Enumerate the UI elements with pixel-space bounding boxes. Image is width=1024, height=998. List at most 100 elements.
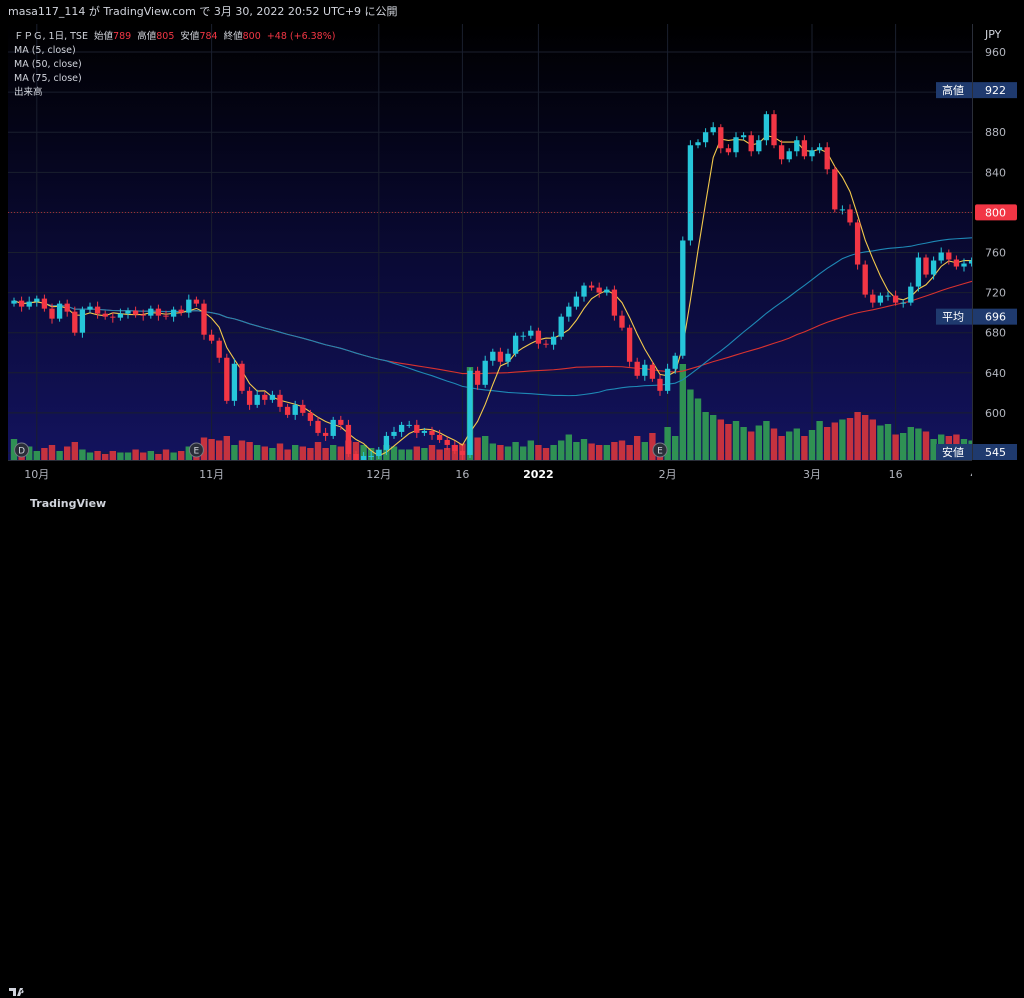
volume-bar xyxy=(687,389,694,460)
price-pane[interactable]: D E E 高値 平均 安値 xyxy=(8,24,972,460)
candle-body xyxy=(733,137,739,153)
candle-body xyxy=(847,209,853,223)
candle-body xyxy=(262,394,268,400)
volume-bar xyxy=(489,443,496,460)
attribution-text: masa117_114 が TradingView.com で 3月 30, 2… xyxy=(8,5,398,18)
candle-body xyxy=(923,257,929,275)
volume-bar xyxy=(41,448,48,460)
volume-bar xyxy=(64,446,71,460)
volume-bar xyxy=(48,445,56,460)
volume-bar xyxy=(877,425,884,460)
candle-body xyxy=(18,300,25,307)
event-label: E xyxy=(657,447,663,457)
volume-bar xyxy=(398,449,405,460)
candle-body xyxy=(300,404,306,413)
volume-bar xyxy=(884,424,892,460)
legend-ma75[interactable]: MA (75, close) xyxy=(14,73,82,84)
candle-body xyxy=(155,308,162,316)
candle-body xyxy=(809,150,815,157)
candle-body xyxy=(292,404,298,415)
symbol-label[interactable]: ＦＰＧ, 1日, TSE xyxy=(14,31,88,42)
price-label-value: 545 xyxy=(985,446,1006,459)
legend-volume[interactable]: 出来高 xyxy=(14,87,43,98)
volume-bar xyxy=(808,430,816,460)
volume-bar xyxy=(162,449,170,460)
candle-body xyxy=(269,394,276,400)
event-label: E xyxy=(194,447,200,457)
volume-bar xyxy=(596,445,603,460)
volume-bar xyxy=(634,436,641,460)
volume-bar xyxy=(520,446,527,460)
candle-body xyxy=(117,313,124,318)
price-axis-svg: JPY5606006406807207608408809209608009226… xyxy=(937,28,1017,460)
candle-body xyxy=(421,430,428,433)
candle-body xyxy=(452,444,458,451)
volume-bar xyxy=(778,436,785,460)
candle-body xyxy=(740,135,747,138)
candle-body xyxy=(429,430,435,435)
legend-ma5[interactable]: MA (5, close) xyxy=(14,45,76,56)
candle-body xyxy=(231,363,238,401)
time-tick-label: 11月 xyxy=(199,468,224,481)
tradingview-logo-icon xyxy=(9,988,24,996)
time-tick-label: 10月 xyxy=(24,468,49,481)
volume-bar xyxy=(907,427,914,460)
price-axis[interactable]: JPY5606006406807207608408809209608009226… xyxy=(937,24,1017,460)
candle-body xyxy=(832,169,838,210)
candle-body xyxy=(148,308,154,316)
volume-bar xyxy=(542,448,550,460)
legend-ma50[interactable]: MA (50, close) xyxy=(14,59,82,70)
legend-ohlc-row: ＦＰＧ, 1日, TSE 始値789 高値805 安値784 終値800 +48… xyxy=(14,30,335,44)
volume-bar xyxy=(444,448,451,460)
candle-body xyxy=(178,309,184,313)
tradingview-brand[interactable]: TradingView xyxy=(30,497,107,510)
volume-bar xyxy=(922,431,930,460)
time-axis[interactable]: 10月 11月 12月 16 2022 2月 3月 16 4月 xyxy=(8,460,988,487)
time-tick-label: 4月 xyxy=(970,468,972,481)
volume-bar xyxy=(839,419,846,460)
price-label-tag xyxy=(936,444,972,460)
volume-bar xyxy=(482,436,489,460)
candle-body xyxy=(581,285,587,297)
volume-bar xyxy=(831,422,838,460)
volume-bar xyxy=(314,442,322,460)
candle-body xyxy=(756,140,762,152)
volume-bar xyxy=(900,433,907,460)
candle-body xyxy=(794,140,800,152)
volume-bar xyxy=(307,448,314,460)
volume-bar xyxy=(930,439,937,460)
low-value: 784 xyxy=(199,31,218,42)
price-label-value: 922 xyxy=(985,84,1006,97)
candle-body xyxy=(725,148,732,153)
candle-body xyxy=(376,449,382,456)
candle-body xyxy=(908,286,914,303)
volume-bar xyxy=(322,448,329,460)
candle-body xyxy=(353,453,359,460)
volume-bar xyxy=(124,452,132,460)
price-tick-label: 880 xyxy=(985,126,1006,139)
volume-bar xyxy=(854,412,861,460)
volume-bar xyxy=(428,445,436,460)
volume-bar xyxy=(504,446,512,460)
volume-bar xyxy=(550,445,557,460)
volume-bar xyxy=(147,451,154,460)
volume-bar xyxy=(732,421,740,460)
volume-bar xyxy=(474,437,481,460)
price-tick-label: 720 xyxy=(985,287,1006,300)
volume-bar xyxy=(535,445,542,460)
candle-body xyxy=(406,424,412,426)
volume-bar xyxy=(254,445,261,460)
candle-body xyxy=(619,315,625,328)
volume-bar xyxy=(56,451,63,460)
candle-body xyxy=(79,309,86,333)
candle-body xyxy=(201,303,207,335)
candle-body xyxy=(512,335,519,354)
event-marker xyxy=(188,442,204,458)
price-tick-label: 600 xyxy=(985,407,1006,420)
candle-body xyxy=(915,257,922,287)
candle-body xyxy=(961,263,967,267)
candle-body xyxy=(414,424,420,433)
volume-bar xyxy=(390,446,398,460)
volume-bar xyxy=(102,454,109,460)
